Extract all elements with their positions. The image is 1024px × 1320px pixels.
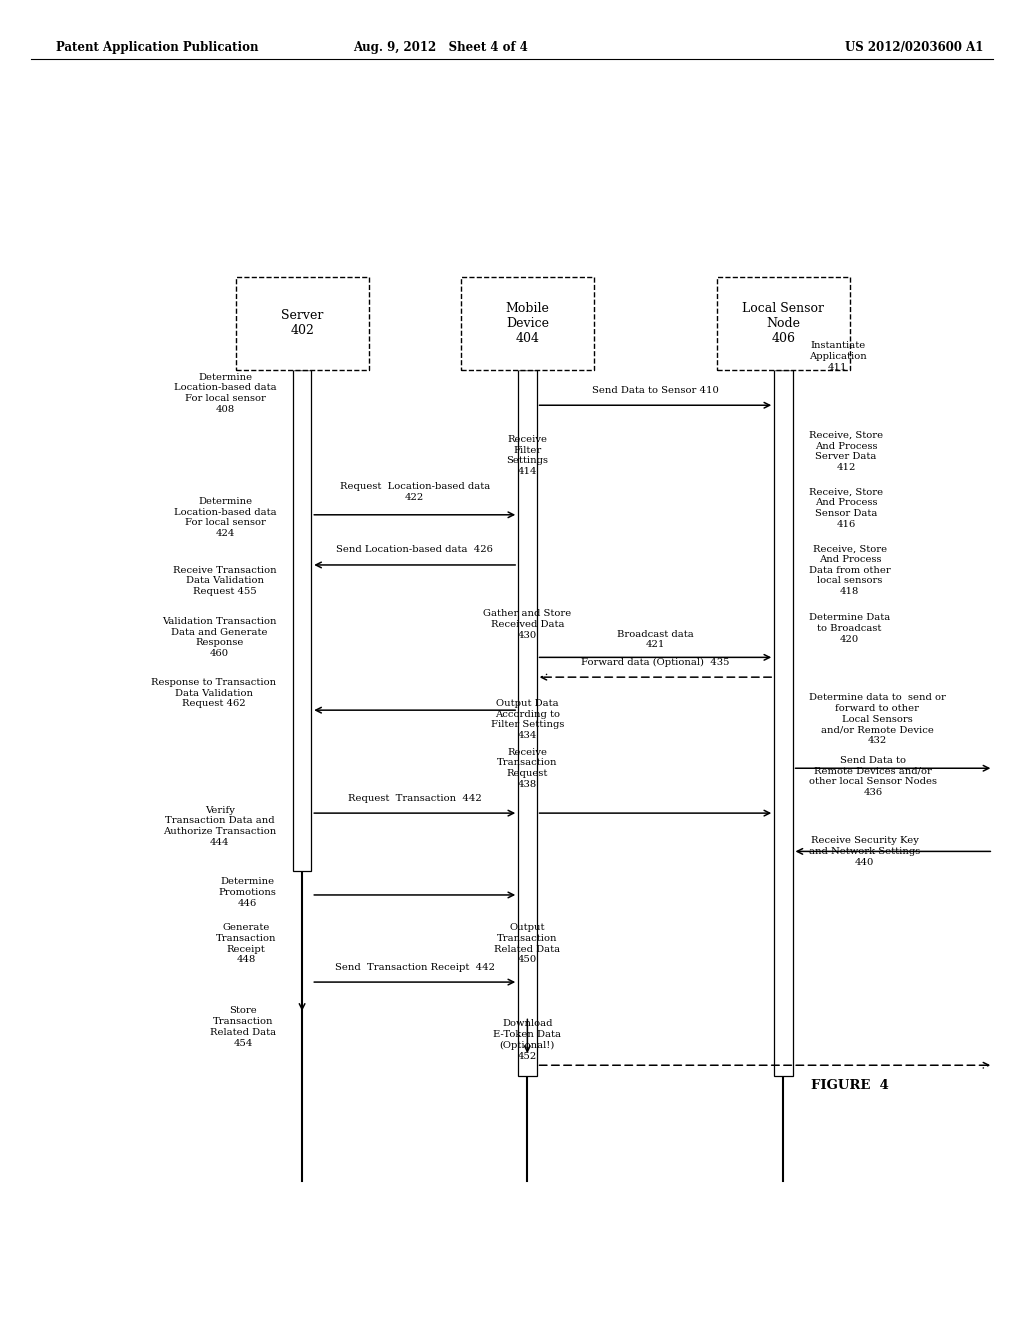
Text: Mobile
Device
404: Mobile Device 404 — [506, 302, 549, 345]
Text: Send Data to
Remote Devices and/or
other local Sensor Nodes
436: Send Data to Remote Devices and/or other… — [809, 755, 937, 797]
Text: Receive, Store
And Process
Data from other
local sensors
418: Receive, Store And Process Data from oth… — [809, 544, 891, 597]
Text: Patent Application Publication: Patent Application Publication — [56, 41, 259, 54]
FancyBboxPatch shape — [461, 277, 594, 370]
Text: Send Location-based data  426: Send Location-based data 426 — [336, 545, 494, 554]
Text: Determine data to  send or
forward to other
Local Sensors
and/or Remote Device
4: Determine data to send or forward to oth… — [809, 693, 946, 746]
Text: Instantiate
Application
411: Instantiate Application 411 — [809, 341, 866, 372]
Text: Receive
Transaction
Request
438: Receive Transaction Request 438 — [497, 747, 558, 789]
Text: Determine
Location-based data
For local sensor
408: Determine Location-based data For local … — [174, 372, 276, 414]
Text: Request  Transaction  442: Request Transaction 442 — [348, 793, 481, 803]
Text: Server
402: Server 402 — [281, 309, 324, 338]
Text: Local Sensor
Node
406: Local Sensor Node 406 — [742, 302, 824, 345]
Text: Broadcast data
421: Broadcast data 421 — [617, 630, 693, 649]
Text: Generate
Transaction
Receipt
448: Generate Transaction Receipt 448 — [216, 923, 276, 965]
Bar — [518, 370, 537, 1076]
Text: Aug. 9, 2012   Sheet 4 of 4: Aug. 9, 2012 Sheet 4 of 4 — [353, 41, 527, 54]
Text: FIGURE  4: FIGURE 4 — [811, 1078, 889, 1092]
Text: Forward data (Optional)  435: Forward data (Optional) 435 — [581, 657, 730, 667]
Text: US 2012/0203600 A1: US 2012/0203600 A1 — [845, 41, 983, 54]
Text: Determine Data
to Broadcast
420: Determine Data to Broadcast 420 — [809, 612, 890, 644]
Bar — [774, 370, 793, 1076]
FancyBboxPatch shape — [717, 277, 850, 370]
Text: Determine
Location-based data
For local sensor
424: Determine Location-based data For local … — [174, 496, 276, 539]
Text: Receive, Store
And Process
Server Data
412: Receive, Store And Process Server Data 4… — [809, 430, 883, 473]
Text: Send Data to Sensor 410: Send Data to Sensor 410 — [592, 385, 719, 395]
Text: Receive Security Key
and Network Settings
440: Receive Security Key and Network Setting… — [809, 836, 921, 867]
Text: Request  Location-based data
422: Request Location-based data 422 — [340, 482, 489, 502]
Text: Receive, Store
And Process
Sensor Data
416: Receive, Store And Process Sensor Data 4… — [809, 487, 883, 529]
Text: Output
Transaction
Related Data
450: Output Transaction Related Data 450 — [495, 923, 560, 965]
Text: Verify
Transaction Data and
Authorize Transaction
444: Verify Transaction Data and Authorize Tr… — [163, 805, 276, 847]
Text: Store
Transaction
Related Data
454: Store Transaction Related Data 454 — [210, 1006, 276, 1048]
Text: Gather and Store
Received Data
430: Gather and Store Received Data 430 — [483, 609, 571, 640]
Bar — [293, 370, 311, 871]
Text: Download
E-Token Data
(Optional!)
452: Download E-Token Data (Optional!) 452 — [494, 1019, 561, 1061]
Text: Validation Transaction
Data and Generate
Response
460: Validation Transaction Data and Generate… — [162, 616, 276, 659]
Text: Receive
Filter
Settings
414: Receive Filter Settings 414 — [506, 434, 549, 477]
Text: Determine
Promotions
446: Determine Promotions 446 — [218, 876, 276, 908]
Text: Send  Transaction Receipt  442: Send Transaction Receipt 442 — [335, 962, 495, 972]
FancyBboxPatch shape — [236, 277, 369, 370]
Text: Response to Transaction
Data Validation
Request 462: Response to Transaction Data Validation … — [152, 677, 276, 709]
Text: Output Data
According to
Filter Settings
434: Output Data According to Filter Settings… — [490, 698, 564, 741]
Text: Receive Transaction
Data Validation
Request 455: Receive Transaction Data Validation Requ… — [173, 565, 276, 597]
